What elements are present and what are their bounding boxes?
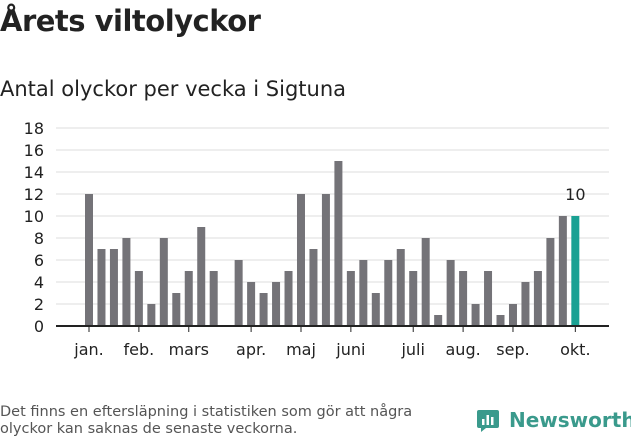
bar: [247, 282, 256, 326]
x-tick-label: feb.: [124, 340, 155, 359]
x-tick-label: mars: [169, 340, 209, 359]
bar: [296, 194, 305, 326]
bar: [234, 260, 243, 326]
bar: [284, 271, 293, 326]
x-tick-label: juni: [335, 340, 365, 359]
y-tick-label: 18: [24, 119, 44, 138]
bar: [471, 304, 480, 326]
y-tick-label: 6: [34, 251, 44, 270]
bar: [209, 271, 218, 326]
bar: [85, 194, 93, 326]
bar: [334, 161, 343, 326]
bar: [434, 315, 443, 326]
bar: [197, 227, 206, 326]
y-tick-label: 10: [24, 207, 44, 226]
bar: [134, 271, 143, 326]
x-tick-label: aug.: [446, 340, 481, 359]
brand-logo[interactable]: Newsworthy: [476, 408, 631, 432]
y-tick-label: 0: [34, 317, 44, 336]
x-tick-label: jan.: [73, 340, 103, 359]
bar: [259, 293, 268, 326]
bar: [109, 249, 118, 326]
highlight-data-label: 10: [565, 185, 585, 204]
bar: [546, 238, 555, 326]
chart-subtitle: Antal olyckor per vecka i Sigtuna: [0, 77, 347, 101]
x-tick-label: maj: [286, 340, 316, 359]
bar: [147, 304, 156, 326]
bar: [97, 249, 106, 326]
bar-highlight: [571, 216, 580, 326]
bar: [359, 260, 368, 326]
y-tick-label: 14: [24, 163, 44, 182]
bar: [384, 260, 393, 326]
x-tick-label: juli: [400, 340, 424, 359]
bar: [421, 238, 430, 326]
chart-title: Årets viltolyckor: [0, 4, 261, 38]
bar: [346, 271, 355, 326]
brand-name: Newsworthy: [509, 408, 631, 432]
bar: [172, 293, 181, 326]
x-tick-label: okt.: [560, 340, 590, 359]
bar: [122, 238, 131, 326]
bar: [508, 304, 517, 326]
x-tick-label: apr.: [236, 340, 266, 359]
y-tick-label: 16: [24, 141, 44, 160]
y-tick-label: 4: [34, 273, 44, 292]
bar: [409, 271, 418, 326]
bar: [309, 249, 318, 326]
bar: [446, 260, 455, 326]
bar: [272, 282, 281, 326]
bar: [496, 315, 505, 326]
bar: [533, 271, 542, 326]
bar: [159, 238, 168, 326]
x-tick-label: sep.: [496, 340, 529, 359]
bar: [459, 271, 468, 326]
y-tick-label: 12: [24, 185, 44, 204]
y-tick-label: 2: [34, 295, 44, 314]
bar: [321, 194, 330, 326]
bar: [521, 282, 530, 326]
bar: [396, 249, 405, 326]
bar: [184, 271, 193, 326]
newsworthy-logo-icon: [477, 410, 499, 432]
footnote: Det finns en eftersläpning i statistiken…: [0, 404, 413, 437]
bar: [484, 271, 493, 326]
bar: [558, 216, 567, 326]
y-tick-label: 8: [34, 229, 44, 248]
bar: [371, 293, 380, 326]
